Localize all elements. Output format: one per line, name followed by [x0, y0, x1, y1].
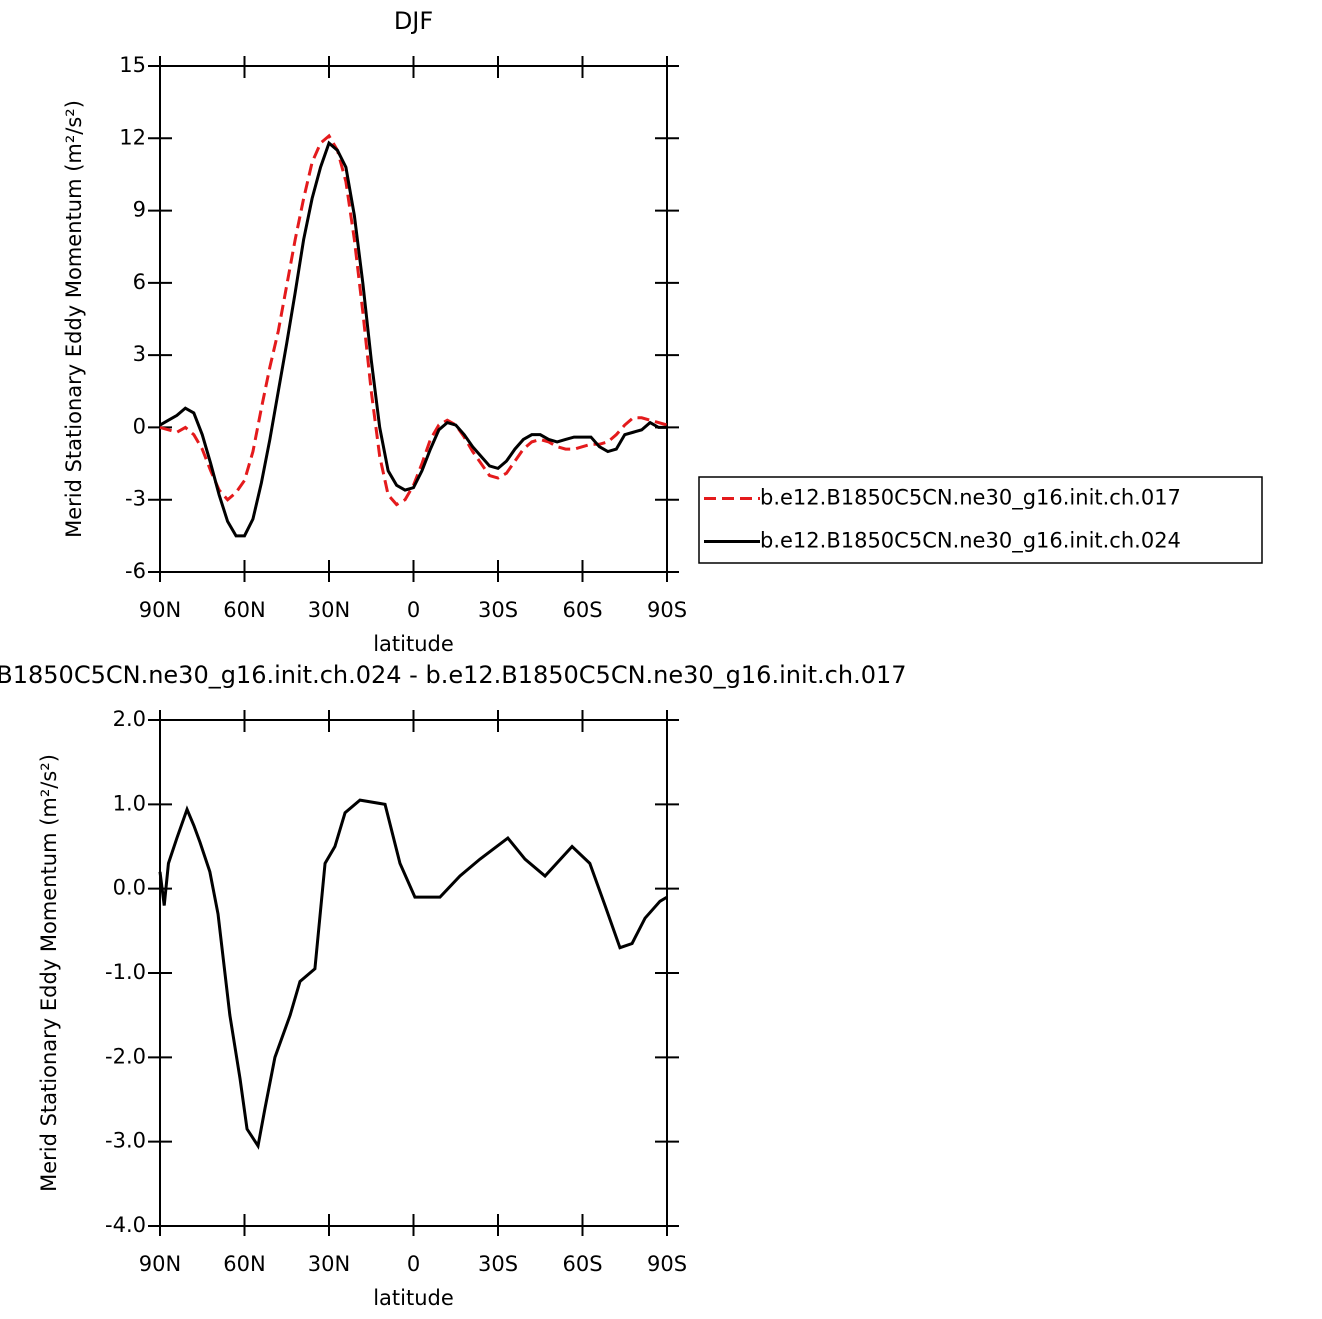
x-tick-label: 30S [478, 598, 518, 622]
y-tick-label: 0.0 [113, 876, 146, 900]
y-axis-label: Merid Stationary Eddy Momentum (m²/s²) [37, 754, 61, 1192]
series-line [158, 798, 668, 1150]
series-line [159, 133, 668, 507]
y-tick-label: 6 [133, 270, 146, 294]
x-tick-label: 60N [223, 1252, 265, 1276]
series-line [159, 140, 667, 538]
chart-title: b.e12.B1850C5CN.ne30_g16.init.ch.024 - b… [0, 661, 907, 689]
x-tick-label: 60N [223, 598, 265, 622]
x-tick-label: 90S [647, 598, 687, 622]
x-tick-label: 90N [139, 598, 181, 622]
chart-title: DJF [394, 7, 433, 35]
y-tick-label: 15 [119, 53, 146, 77]
x-tick-label: 90N [139, 1252, 181, 1276]
y-tick-label: -6 [125, 559, 146, 583]
y-tick-label: 0 [133, 414, 146, 438]
y-tick-label: 2.0 [113, 707, 146, 731]
y-tick-label: -1.0 [105, 960, 146, 984]
x-tick-label: 30N [308, 598, 350, 622]
x-tick-label: 60S [562, 1252, 602, 1276]
y-tick-label: -3.0 [105, 1129, 146, 1153]
legend-label: b.e12.B1850C5CN.ne30_g16.init.ch.024 [760, 529, 1181, 554]
plot-frame [159, 65, 668, 573]
x-tick-label: 30N [308, 1252, 350, 1276]
legend-box [698, 476, 1263, 564]
x-axis-label: latitude [373, 1286, 454, 1310]
x-axis-label: latitude [373, 632, 454, 656]
x-tick-label: 90S [647, 1252, 687, 1276]
plot-frame [159, 719, 668, 1227]
y-tick-label: 1.0 [113, 791, 146, 815]
y-axis-label: Merid Stationary Eddy Momentum (m²/s²) [62, 100, 86, 538]
x-tick-label: 0 [407, 598, 420, 622]
y-tick-label: 3 [133, 342, 146, 366]
y-tick-label: 12 [119, 125, 146, 149]
y-tick-label: -2.0 [105, 1044, 146, 1068]
y-tick-label: 9 [133, 198, 146, 222]
y-tick-label: -3 [125, 487, 146, 511]
x-tick-label: 60S [562, 598, 602, 622]
x-tick-label: 30S [478, 1252, 518, 1276]
y-tick-label: -4.0 [105, 1213, 146, 1237]
legend-label: b.e12.B1850C5CN.ne30_g16.init.ch.017 [760, 486, 1181, 511]
x-tick-label: 0 [407, 1252, 420, 1276]
